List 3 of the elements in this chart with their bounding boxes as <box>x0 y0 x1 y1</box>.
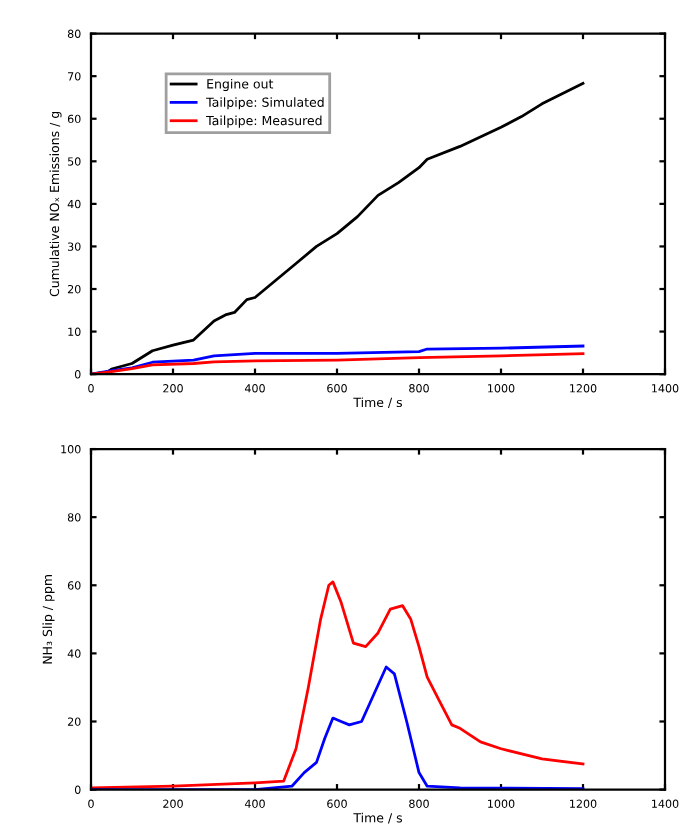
line-series <box>91 344 585 375</box>
line-series <box>91 580 585 790</box>
line-series <box>91 352 585 375</box>
